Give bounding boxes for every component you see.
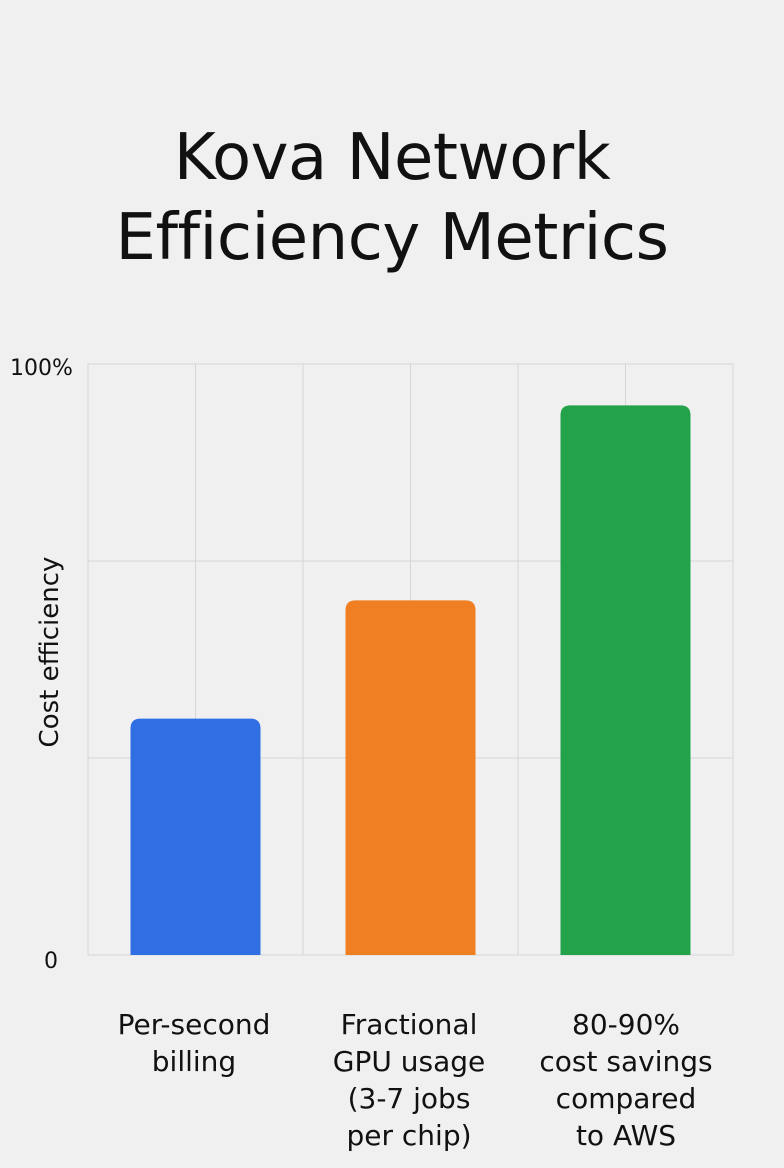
chart-title-line-2: Efficiency Metrics [115, 201, 669, 275]
y-axis-label: Cost efficiency [35, 557, 65, 748]
y-tick-label-zero: 0 [44, 949, 58, 974]
chart-title: Kova Network Efficiency Metrics [0, 118, 784, 278]
x-tick-label-3: 80-90% cost savings compared to AWS [539, 1008, 713, 1152]
chart-bars [130, 405, 691, 955]
x-tick-label-2: Fractional GPU usage (3-7 jobs per chip) [332, 1008, 486, 1152]
y-tick-label-max: 100% [10, 356, 73, 381]
bar-2 [345, 600, 476, 955]
x-tick-label-1: Per-second billing [117, 1008, 271, 1078]
bar-3 [560, 405, 691, 955]
chart-title-line-1: Kova Network [173, 121, 611, 195]
bar-1 [130, 718, 261, 955]
